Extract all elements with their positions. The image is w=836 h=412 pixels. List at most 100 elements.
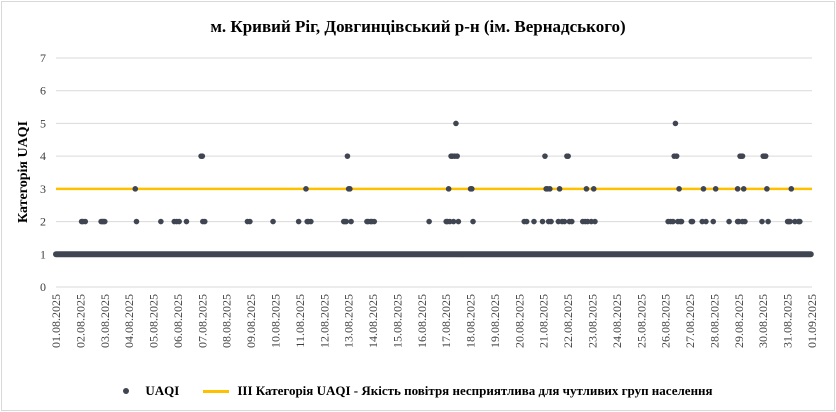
x-tick-13: 14.08.2025 — [366, 294, 380, 348]
uaqi-point-28 — [343, 218, 350, 225]
x-tick-20: 21.08.2025 — [537, 294, 551, 348]
x-tick-23: 24.08.2025 — [610, 294, 624, 348]
uaqi-point-7 — [132, 186, 139, 192]
legend-item-uaqi: UAQI — [123, 383, 179, 399]
uaqi-point-13 — [183, 218, 190, 225]
uaqi-point-51 — [460, 251, 467, 258]
x-tick-29: 30.08.2025 — [756, 294, 770, 348]
x-tick-27: 28.08.2025 — [707, 294, 721, 348]
uaqi-point-47 — [453, 120, 459, 127]
uaqi-point-66 — [556, 186, 563, 192]
uaqi-point-6 — [101, 218, 108, 225]
x-tick-17: 18.08.2025 — [464, 294, 478, 348]
uaqi-point-89 — [678, 218, 685, 225]
x-tick-30: 31.08.2025 — [781, 294, 795, 348]
uaqi-point-72 — [568, 218, 575, 225]
x-tick-0: 01.08.2025 — [49, 294, 63, 348]
uaqi-point-107 — [759, 218, 765, 225]
uaqi-point-87 — [676, 186, 682, 192]
uaqi-point-57 — [531, 218, 537, 225]
y-tick-2: 2 — [40, 215, 46, 229]
x-tick-18: 19.08.2025 — [488, 294, 502, 348]
uaqi-point-53 — [469, 186, 475, 192]
y-tick-3: 3 — [40, 182, 46, 196]
x-tick-15: 16.08.2025 — [415, 294, 429, 348]
x-tick-7: 08.08.2025 — [220, 294, 234, 348]
x-tick-25: 26.08.2025 — [659, 294, 673, 348]
x-tick-4: 05.08.2025 — [147, 294, 161, 348]
y-tick-1: 1 — [40, 247, 46, 261]
legend: UAQI ІІІ Категорія UAQI - Якість повітря… — [0, 383, 836, 399]
x-tick-6: 07.08.2025 — [195, 294, 209, 348]
uaqi-point-85 — [673, 153, 680, 159]
uaqi-point-58 — [539, 218, 546, 225]
uaqi-point-19 — [247, 218, 253, 225]
x-tick-12: 13.08.2025 — [342, 294, 356, 348]
y-tick-5: 5 — [40, 116, 46, 130]
x-tick-31: 01.09.2025 — [805, 294, 819, 348]
legend-uaqi-label: UAQI — [145, 383, 180, 398]
y-axis-label: Категорія UAQI — [16, 121, 31, 223]
uaqi-point-94 — [703, 218, 709, 225]
uaqi-point-64 — [548, 218, 554, 225]
uaqi-point-119 — [797, 218, 803, 225]
uaqi-point-8 — [133, 218, 140, 225]
uaqi-point-84 — [672, 120, 679, 127]
x-tick-5: 06.08.2025 — [171, 294, 185, 348]
uaqi-point-104 — [739, 153, 746, 159]
uaqi-point-41 — [445, 186, 452, 192]
y-tick-labels: 0 1 2 3 4 5 6 7 — [40, 51, 46, 294]
uaqi-point-91 — [689, 218, 696, 225]
uaqi-point-93 — [700, 186, 707, 192]
uaqi-point-70 — [565, 153, 571, 159]
legend-threshold-label: ІІІ Категорія UAQI - Якість повітря несп… — [237, 383, 713, 398]
x-tick-26: 27.08.2025 — [683, 294, 697, 348]
x-tick-28: 29.08.2025 — [732, 294, 746, 348]
x-tick-8: 09.08.2025 — [244, 294, 258, 348]
legend-threshold-marker — [203, 389, 230, 393]
uaqi-point-15 — [199, 153, 206, 159]
x-tick-1: 02.08.2025 — [73, 294, 87, 348]
uaqi-point-56 — [523, 218, 530, 225]
uaqi-point-17 — [201, 218, 208, 225]
x-tick-14: 15.08.2025 — [390, 294, 404, 348]
uaqi-point-38 — [426, 218, 432, 225]
uaqi-point-110 — [762, 153, 769, 159]
uaqi-point-29 — [344, 153, 351, 159]
legend-uaqi-marker — [123, 388, 130, 394]
uaqi-point-78 — [590, 186, 597, 192]
uaqi-point-116 — [788, 186, 795, 192]
uaqi-point-74 — [583, 186, 590, 192]
uaqi-point-20 — [270, 218, 276, 225]
series-layer — [53, 120, 814, 258]
uaqi-point-82 — [670, 218, 676, 225]
uaqi-point-105 — [740, 186, 747, 192]
uaqi-point-63 — [547, 186, 553, 192]
uaqi-point-25 — [308, 218, 314, 225]
chart-title: м. Кривий Ріг, Довгинцівський р-н (ім. В… — [210, 17, 626, 36]
uaqi-point-49 — [455, 218, 462, 225]
uaqi-point-112 — [765, 218, 771, 225]
y-tick-4: 4 — [40, 149, 46, 163]
uaqi-point-99 — [734, 186, 741, 192]
uaqi-point-68 — [561, 218, 568, 225]
x-tick-labels: 01.08.2025 02.08.2025 03.08.2025 04.08.2025… — [49, 294, 819, 348]
uaqi-point-97 — [726, 218, 732, 225]
y-tick-7: 7 — [40, 51, 46, 65]
uaqi-point-45 — [450, 218, 457, 225]
uaqi-point-32 — [348, 218, 354, 225]
uaqi-point-79 — [592, 218, 598, 225]
x-tick-9: 10.08.2025 — [268, 294, 282, 348]
x-tick-22: 23.08.2025 — [586, 294, 600, 348]
uaqi-point-115 — [787, 218, 793, 225]
x-tick-16: 17.08.2025 — [439, 294, 453, 348]
x-tick-24: 25.08.2025 — [634, 294, 648, 348]
uaqi-point-37 — [371, 218, 378, 225]
uaqi-point-31 — [347, 186, 353, 192]
x-tick-10: 11.08.2025 — [293, 294, 307, 348]
x-tick-11: 12.08.2025 — [317, 294, 331, 348]
x-tick-19: 20.08.2025 — [512, 294, 526, 348]
y-tick-0: 0 — [40, 280, 46, 294]
